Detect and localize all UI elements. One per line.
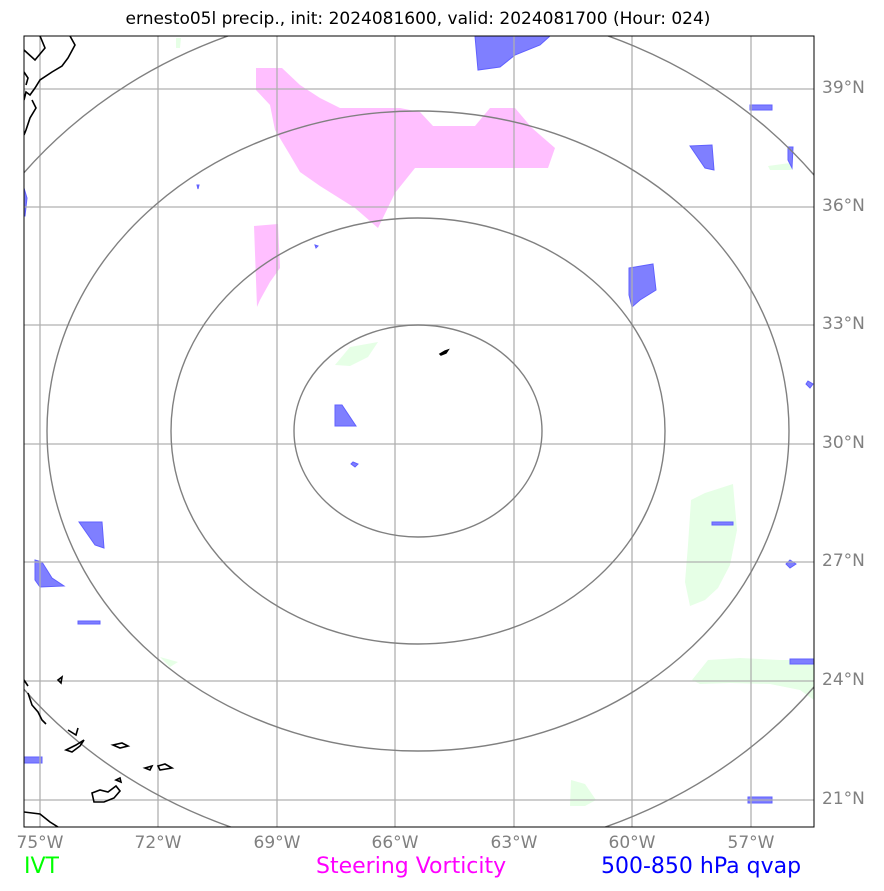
qvap-patch [77, 620, 101, 625]
lat-label: 36°N [822, 196, 865, 216]
qvap-patch [350, 461, 359, 468]
ivt-regions [160, 38, 814, 806]
ivt-patch [176, 38, 181, 48]
qvap-patch [78, 521, 105, 549]
range-ring-2 [170, 217, 666, 645]
qvap-regions [24, 36, 814, 804]
qvap-patch [749, 104, 773, 111]
qvap-patch [785, 559, 797, 569]
vorticity-regions [254, 68, 555, 307]
island-caicos-1 [142, 764, 154, 772]
lon-label: 66°W [371, 833, 419, 853]
range-ring-3 [46, 110, 790, 752]
island-bahamas-1 [27, 692, 47, 725]
lat-label: 21°N [822, 789, 865, 809]
lon-label: 60°W [608, 833, 656, 853]
lon-label: 72°W [134, 833, 182, 853]
island-caicos-2 [156, 763, 175, 771]
lon-label: 75°W [16, 833, 64, 853]
coastlines [24, 36, 175, 827]
lat-label: 33°N [822, 314, 865, 334]
lat-label: 39°N [822, 78, 865, 98]
island-turks [110, 742, 131, 749]
qvap-patch [314, 244, 319, 249]
qvap-patch [805, 380, 814, 389]
qvap-patch [711, 521, 734, 526]
island-cuba [63, 739, 85, 753]
ivt-patch [685, 484, 737, 606]
ivt-patch [692, 658, 814, 700]
island-bahamas-4 [67, 727, 79, 737]
lon-label: 69°W [253, 833, 301, 853]
qvap-patch [789, 658, 814, 665]
qvap-patch [689, 144, 715, 171]
island-bahamas-3 [56, 675, 64, 685]
range-ring-inner [293, 324, 543, 538]
lat-label: 24°N [822, 670, 865, 690]
island-greater-antilles [24, 811, 59, 827]
qvap-patch [474, 36, 551, 71]
legend-ivt: IVT [24, 854, 59, 879]
island-bahamas-2 [24, 679, 29, 687]
legend-qvap: 500-850 hPa qvap [601, 854, 802, 879]
map-title: ernesto05l precip., init: 2024081600, va… [125, 9, 711, 29]
island-bermuda [438, 348, 450, 356]
vorticity-patch [256, 68, 555, 228]
qvap-patch [628, 263, 657, 308]
legend-steering-vorticity: Steering Vorticity [316, 854, 507, 879]
ivt-patch [570, 780, 596, 806]
range-rings [24, 36, 814, 827]
ivt-patch [335, 342, 378, 366]
ivt-patch [160, 657, 178, 667]
ivt-patch [768, 163, 792, 170]
qvap-patch [24, 187, 28, 217]
island-hispaniola [91, 784, 122, 803]
lon-label: 63°W [490, 833, 538, 853]
us-coastline [24, 36, 76, 136]
qvap-patch [334, 404, 357, 427]
map-frame [23, 35, 815, 828]
qvap-patch [24, 756, 43, 764]
vorticity-patch [254, 224, 280, 307]
island-small [114, 776, 123, 784]
gridlines [24, 36, 814, 827]
lat-label: 30°N [822, 433, 865, 453]
qvap-patch [196, 184, 200, 190]
qvap-patch [787, 146, 794, 170]
lon-label: 57°W [727, 833, 775, 853]
lat-label: 27°N [822, 551, 865, 571]
